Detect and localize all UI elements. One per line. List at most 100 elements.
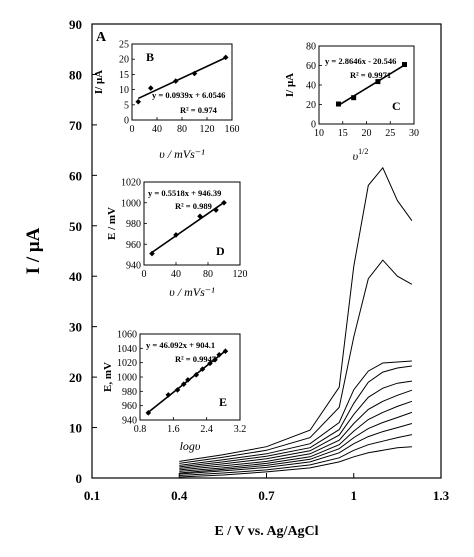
inset-x-tick-label: 3.2 bbox=[234, 424, 247, 435]
x-tick-label: 1.3 bbox=[433, 488, 450, 503]
inset-y-tick-label: 0 bbox=[124, 116, 129, 127]
inset-y-tick-label: 10 bbox=[119, 85, 129, 96]
inset-y-axis-title: E / mV bbox=[106, 207, 118, 240]
inset-data-point bbox=[193, 372, 200, 378]
inset-panel-label: D bbox=[216, 244, 225, 258]
inset-data-point bbox=[212, 357, 218, 363]
inset-data-point bbox=[222, 54, 229, 61]
cv-curve-5 bbox=[179, 400, 413, 472]
inset-fit-line bbox=[137, 56, 227, 100]
inset-y-tick-label: 20 bbox=[306, 100, 316, 111]
inset-D: 0 40 80 120 940 960 980 1000 1020 y = 0.5518x + 9… bbox=[106, 178, 248, 300]
cv-curve-8 bbox=[179, 365, 412, 468]
cv-curve-2 bbox=[179, 434, 413, 476]
inset-y-tick-label: 20 bbox=[119, 55, 129, 66]
cv-curve-6 bbox=[179, 389, 413, 471]
inset-E: 0.8 1.6 2.4 3.2 940 960 980 1000 1020 1040 1060 y =… bbox=[102, 330, 246, 454]
inset-data-point bbox=[213, 207, 219, 213]
inset-data-point bbox=[199, 366, 206, 372]
inset-y-tick-label: 1040 bbox=[117, 344, 137, 355]
inset-data-point bbox=[145, 410, 152, 416]
inset-x-axis-title: υ / mVs⁻¹ bbox=[159, 147, 205, 161]
inset-y-tick-label: 0 bbox=[311, 120, 316, 131]
inset-x-tick-label: 120 bbox=[233, 269, 248, 280]
inset-x-tick-label: 0 bbox=[130, 124, 135, 135]
cv-curve-9 bbox=[179, 360, 412, 466]
inset-data-point bbox=[174, 387, 181, 393]
inset-B: 0 40 80 120 160 0 5 10 15 20 25 y = 0.0939x + 6.054… bbox=[93, 40, 240, 162]
fit-equation: y = 46.092x + 904.1 bbox=[146, 340, 215, 350]
inset-x-tick-label: 0.8 bbox=[134, 424, 147, 435]
inset-y-tick-label: 980 bbox=[126, 219, 141, 230]
inset-y-tick-label: 15 bbox=[119, 70, 129, 81]
y-tick-label: 50 bbox=[69, 219, 82, 234]
inset-y-tick-label: 5 bbox=[124, 100, 129, 111]
inset-y-tick-label: 25 bbox=[119, 40, 129, 51]
fit-equation: y = 0.5518x + 946.39 bbox=[148, 188, 221, 198]
inset-y-tick-label: 80 bbox=[306, 42, 316, 53]
panel-label: A bbox=[96, 30, 107, 45]
inset-panel-label: E bbox=[219, 395, 227, 409]
inset-background bbox=[143, 181, 241, 266]
inset-x-tick-label: 160 bbox=[225, 124, 240, 135]
inset-y-tick-label: 940 bbox=[126, 261, 141, 272]
inset-data-point bbox=[207, 360, 213, 367]
inset-x-axis-title: logυ bbox=[180, 439, 201, 453]
inset-x-axis-title: υ / mVs⁻¹ bbox=[169, 285, 215, 299]
inset-y-axis-title: E, mV bbox=[102, 362, 114, 392]
cv-curve-11 bbox=[179, 166, 413, 462]
inset-data-point bbox=[149, 250, 155, 257]
fit-r-squared: R² = 0.9947 bbox=[175, 354, 217, 364]
y-tick-label: 30 bbox=[69, 320, 82, 335]
cv-curve-10 bbox=[179, 259, 413, 464]
inset-x-tick-label: 20 bbox=[362, 128, 372, 139]
fit-equation: y = 2.8646x - 20.546 bbox=[325, 56, 396, 66]
inset-y-tick-label: 40 bbox=[306, 81, 316, 92]
inset-data-point bbox=[165, 392, 172, 398]
y-tick-label: 70 bbox=[69, 118, 82, 133]
fit-r-squared: R² = 0.974 bbox=[180, 105, 218, 115]
inset-data-point bbox=[147, 85, 154, 91]
y-tick-label: 60 bbox=[69, 168, 82, 183]
inset-data-point bbox=[402, 62, 407, 68]
x-tick-label: 0.1 bbox=[84, 488, 100, 503]
inset-data-point bbox=[180, 381, 187, 387]
inset-y-tick-label: 960 bbox=[122, 401, 137, 412]
inset-data-point bbox=[172, 78, 179, 84]
y-tick-label: 20 bbox=[69, 370, 82, 385]
inset-y-tick-label: 960 bbox=[126, 240, 141, 251]
inset-y-tick-label: 60 bbox=[306, 61, 316, 72]
inset-data-point bbox=[135, 98, 142, 105]
inset-x-tick-label: 15 bbox=[338, 128, 348, 139]
inset-x-tick-label: 40 bbox=[152, 124, 162, 135]
inset-y-tick-label: 1060 bbox=[117, 330, 137, 341]
y-tick-label: 0 bbox=[76, 471, 83, 486]
inset-data-point bbox=[351, 95, 357, 101]
fit-r-squared: R² = 0.9971 bbox=[350, 70, 391, 80]
inset-data-point bbox=[216, 351, 222, 358]
inset-data-point bbox=[185, 377, 191, 383]
inset-C: 10 15 20 25 30 0 20 40 60 80 y = 2.8646x - 20.546 R… bbox=[284, 42, 419, 164]
cv-curve-1 bbox=[179, 446, 412, 478]
inset-x-tick-label: 1.6 bbox=[167, 424, 180, 435]
inset-x-axis-title: υ1/2 bbox=[353, 147, 369, 163]
inset-background bbox=[131, 43, 233, 121]
x-tick-label: 0.7 bbox=[258, 488, 275, 503]
y-tick-label: 80 bbox=[69, 67, 82, 82]
inset-background bbox=[318, 45, 415, 125]
inset-fit-line bbox=[338, 64, 405, 107]
inset-x-tick-label: 10 bbox=[314, 128, 324, 139]
fit-r-squared: R² = 0.989 bbox=[175, 201, 212, 211]
inset-y-tick-label: 1000 bbox=[117, 373, 137, 384]
inset-x-tick-label: 80 bbox=[177, 124, 187, 135]
y-tick-label: 10 bbox=[69, 421, 82, 436]
y-tick-label: 40 bbox=[69, 269, 82, 284]
inset-y-axis-title: I/ μA bbox=[93, 70, 105, 94]
x-tick-label: 1 bbox=[351, 488, 358, 503]
inset-y-tick-label: 1020 bbox=[121, 178, 141, 189]
inset-data-point bbox=[222, 348, 229, 354]
inset-x-axis-title-superscript: 1/2 bbox=[358, 147, 368, 156]
inset-panel-label: C bbox=[392, 99, 401, 113]
inset-data-point bbox=[197, 213, 203, 220]
inset-y-axis-title: I/ μA bbox=[284, 73, 296, 97]
